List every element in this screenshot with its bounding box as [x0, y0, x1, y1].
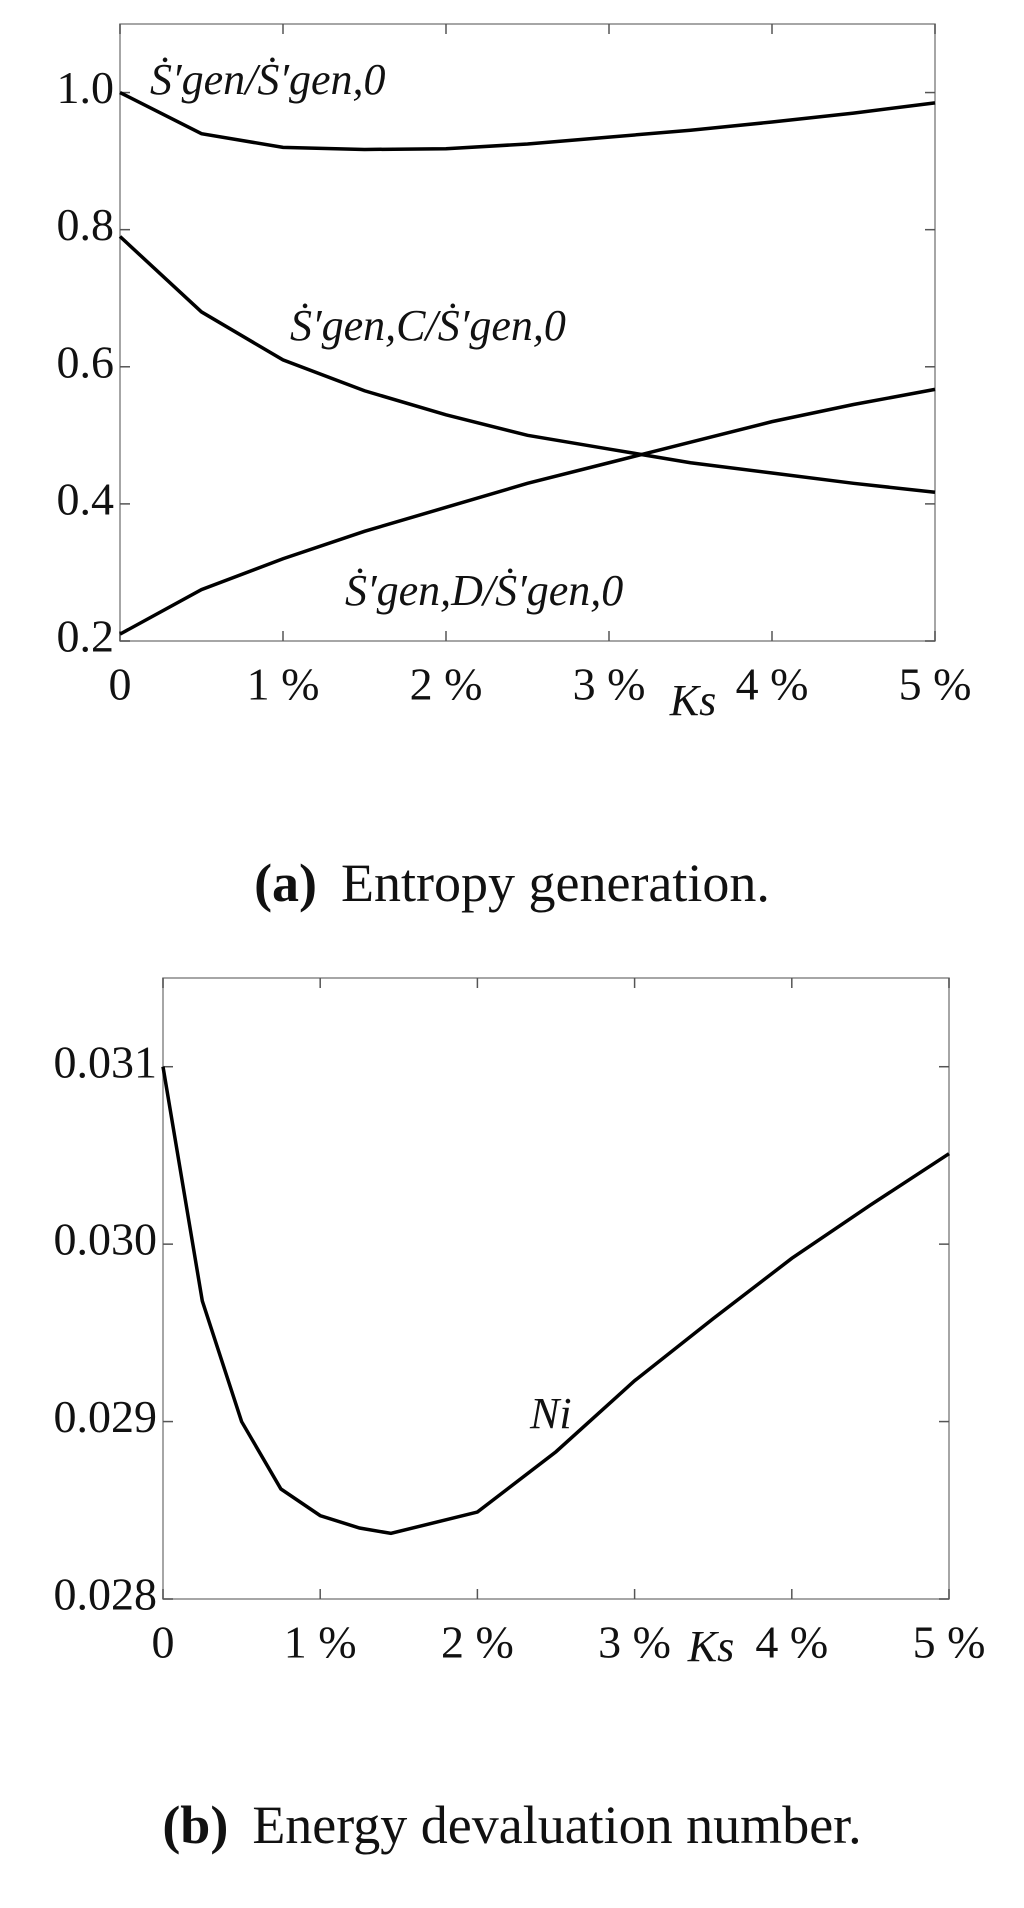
y-tick-label: 0.2 — [57, 611, 115, 662]
caption-text: Energy devaluation number. — [252, 1795, 861, 1855]
x-tick-label: 3 % — [598, 1617, 671, 1668]
caption: (b) Energy devaluation number. — [162, 1795, 861, 1855]
x-tick-label: 4 % — [755, 1617, 828, 1668]
x-tick-label: 2 % — [441, 1617, 514, 1668]
y-tick-label: 1.0 — [57, 62, 115, 113]
y-tick-label: 0.028 — [54, 1569, 158, 1620]
caption: (a) Entropy generation. — [254, 853, 770, 913]
x-tick-label: 2 % — [410, 659, 483, 710]
series-label: Ni — [529, 1389, 572, 1438]
x-tick-label: 0 — [109, 659, 132, 710]
series-line — [119, 90, 936, 152]
x-tick-label: 4 % — [736, 659, 809, 710]
caption-label: (b) — [162, 1795, 228, 1855]
series-line — [119, 387, 936, 636]
y-tick-label: 0.8 — [57, 199, 115, 250]
x-tick-label: 3 % — [573, 659, 646, 710]
plot-frame — [119, 23, 936, 642]
series-line — [161, 1066, 950, 1536]
x-axis-label: Ks — [687, 1622, 734, 1671]
series-label: Ṡ′gen,D/Ṡ′gen,0 — [345, 566, 623, 615]
series-label: Ṡ′gen/Ṡ′gen,0 — [150, 55, 386, 104]
x-axis-label: Ks — [669, 676, 716, 725]
y-tick-label: 0.030 — [54, 1214, 158, 1265]
x-tick-label: 5 % — [913, 1617, 986, 1668]
x-tick-label: 1 % — [284, 1617, 357, 1668]
series-label: Ṡ′gen,C/Ṡ′gen,0 — [290, 301, 566, 350]
y-tick-label: 0.4 — [57, 473, 115, 524]
x-tick-label: 0 — [152, 1617, 175, 1668]
series-line — [118, 235, 936, 494]
plot-frame — [162, 977, 950, 1600]
y-tick-label: 0.031 — [54, 1036, 158, 1087]
x-tick-label: 5 % — [899, 659, 972, 710]
y-tick-label: 0.029 — [54, 1391, 158, 1442]
caption-label: (a) — [254, 853, 317, 913]
y-tick-label: 0.6 — [57, 336, 115, 387]
x-tick-label: 1 % — [247, 659, 320, 710]
caption-text: Entropy generation. — [341, 853, 770, 913]
